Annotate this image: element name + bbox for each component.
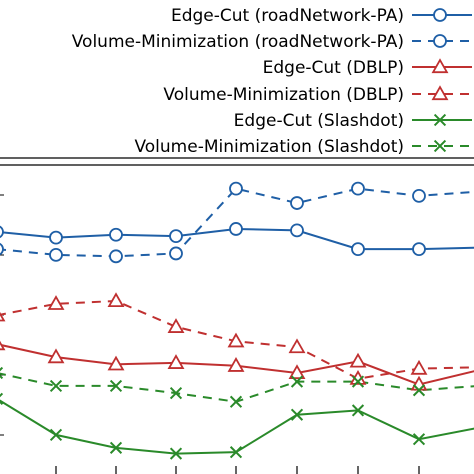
legend-marker-volume-minimization-dblp — [431, 85, 449, 101]
point-volume-minimization-slashdot-1 — [0, 366, 4, 380]
legend-label-edge-cut-slashdot: Edge-Cut (Slashdot) — [234, 111, 404, 131]
point-volume-minimization-roadnetwork-pa-3 — [109, 249, 123, 264]
legend-label-edge-cut-roadnetwork-pa: Edge-Cut (roadNetwork-PA) — [171, 6, 404, 26]
point-volume-minimization-roadnetwork-pa-1 — [0, 242, 4, 256]
legend: Edge-Cut (roadNetwork-PA) Volume-Minimiza… — [72, 6, 472, 157]
point-edge-cut-roadnetwork-pa-5 — [229, 222, 243, 236]
point-edge-cut-slashdot-3 — [109, 441, 123, 454]
legend-marker-volume-minimization-roadnetwork-pa — [433, 34, 447, 48]
point-volume-minimization-roadnetwork-pa-2 — [49, 247, 63, 262]
point-edge-cut-roadnetwork-pa-2 — [49, 230, 63, 245]
legend-marker-edge-cut-dblp — [431, 58, 449, 74]
point-volume-minimization-dblp-2 — [47, 295, 65, 310]
point-edge-cut-dblp-1 — [0, 340, 6, 351]
point-edge-cut-roadnetwork-pa-4 — [169, 229, 183, 244]
legend-label-edge-cut-dblp: Edge-Cut (DBLP) — [263, 58, 404, 78]
point-edge-cut-slashdot-2 — [49, 428, 63, 441]
plot-area — [0, 181, 474, 474]
point-edge-cut-dblp-4 — [167, 354, 185, 369]
point-edge-cut-roadnetwork-pa-1 — [0, 225, 4, 239]
point-edge-cut-slashdot-6 — [290, 408, 304, 421]
legend-marker-edge-cut-roadnetwork-pa — [433, 8, 447, 22]
legend-label-volume-minimization-slashdot: Volume-Minimization (Slashdot) — [134, 137, 404, 157]
series-line-edge-cut-slashdot — [0, 399, 474, 455]
point-edge-cut-slashdot-7 — [351, 404, 365, 417]
legend-label-volume-minimization-dblp: Volume-Minimization (DBLP) — [163, 85, 404, 105]
point-edge-cut-slashdot-8 — [412, 433, 426, 446]
point-volume-minimization-dblp-5 — [227, 332, 245, 348]
point-volume-minimization-roadnetwork-pa-6 — [290, 196, 304, 210]
point-volume-minimization-roadnetwork-pa-4 — [169, 246, 183, 261]
legend-label-volume-minimization-roadnetwork-pa: Volume-Minimization (roadNetwork-PA) — [72, 32, 404, 52]
point-volume-minimization-slashdot-4 — [169, 387, 183, 400]
legend-marker-edge-cut-slashdot — [433, 113, 447, 127]
point-edge-cut-roadnetwork-pa-7 — [351, 242, 365, 257]
series-markers — [0, 181, 428, 460]
series-line-volume-minimization-roadnetwork-pa — [0, 187, 474, 258]
series-line-volume-minimization-slashdot — [0, 372, 474, 403]
legend-marker-volume-minimization-slashdot — [433, 139, 447, 153]
point-volume-minimization-slashdot-3 — [109, 379, 123, 393]
point-volume-minimization-dblp-8 — [410, 359, 428, 375]
point-volume-minimization-dblp-6 — [288, 338, 306, 354]
point-edge-cut-slashdot-1 — [0, 392, 4, 405]
point-edge-cut-dblp-5 — [227, 357, 245, 372]
point-edge-cut-dblp-6 — [288, 364, 306, 380]
point-volume-minimization-slashdot-8 — [412, 384, 426, 397]
point-volume-minimization-dblp-1 — [0, 311, 6, 322]
point-volume-minimization-roadnetwork-pa-7 — [351, 181, 365, 196]
point-edge-cut-dblp-3 — [107, 355, 125, 371]
point-edge-cut-slashdot-4 — [169, 447, 183, 460]
point-edge-cut-dblp-7 — [349, 352, 367, 368]
point-edge-cut-roadnetwork-pa-6 — [290, 223, 304, 238]
point-volume-minimization-slashdot-2 — [49, 379, 63, 393]
point-edge-cut-roadnetwork-pa-3 — [109, 227, 123, 242]
point-volume-minimization-dblp-4 — [167, 318, 185, 333]
point-volume-minimization-dblp-3 — [107, 292, 125, 308]
point-volume-minimization-slashdot-6 — [290, 375, 304, 388]
point-volume-minimization-slashdot-7 — [351, 375, 365, 388]
point-volume-minimization-slashdot-5 — [229, 395, 243, 408]
point-edge-cut-slashdot-5 — [229, 446, 243, 459]
point-edge-cut-dblp-2 — [47, 348, 65, 364]
point-volume-minimization-roadnetwork-pa-8 — [412, 188, 426, 203]
point-volume-minimization-roadnetwork-pa-5 — [229, 181, 243, 196]
point-edge-cut-roadnetwork-pa-8 — [412, 242, 426, 257]
